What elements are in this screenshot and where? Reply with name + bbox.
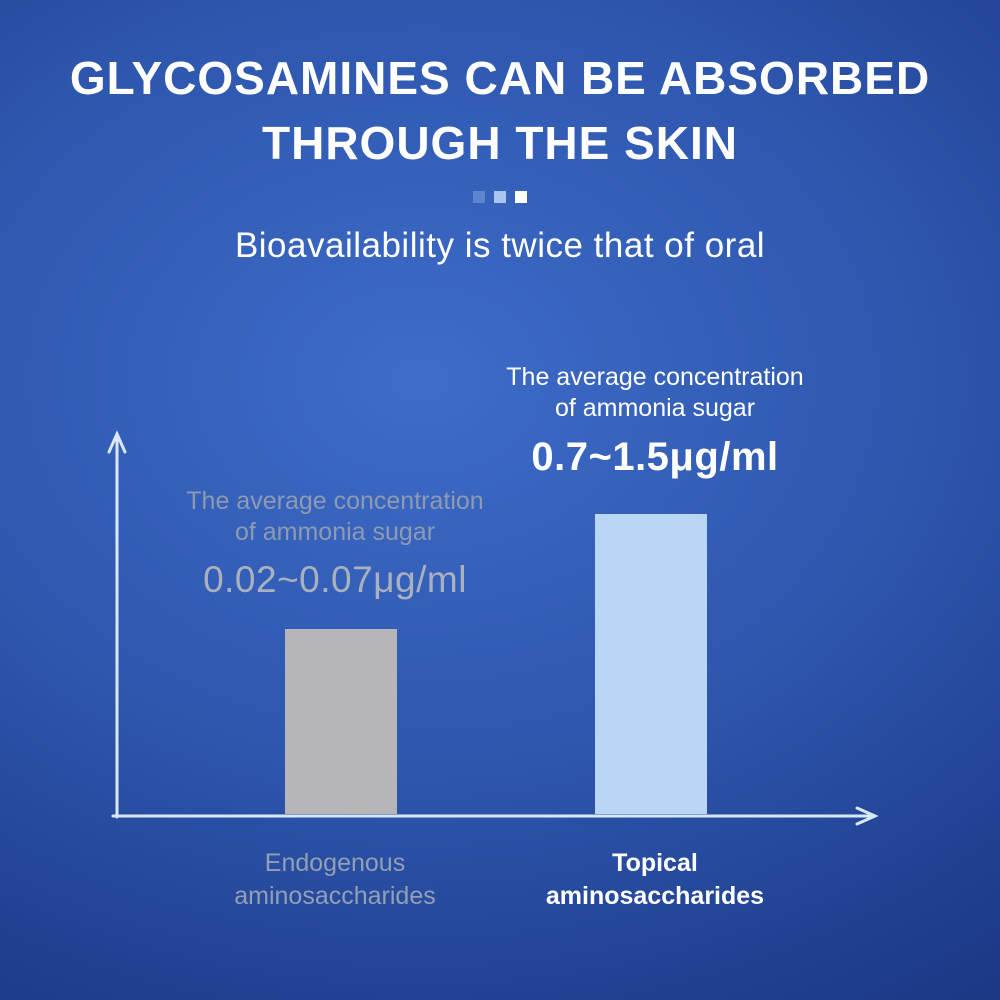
square-icon xyxy=(473,191,485,203)
y-axis-arrow-icon xyxy=(107,430,127,454)
category-label-endogenous: Endogenous aminosaccharides xyxy=(185,847,485,912)
bar-endogenous xyxy=(285,629,397,814)
annotation-topical: The average concentration of ammonia sug… xyxy=(455,362,855,480)
x-axis-arrow-icon xyxy=(855,806,879,826)
subtitle: Bioavailability is twice that of oral xyxy=(234,226,766,265)
decor-squares xyxy=(0,191,1000,203)
category-label-line: Topical xyxy=(612,849,698,877)
category-label-topical: Topical aminosaccharides xyxy=(505,847,805,912)
annotation-value: 0.02~0.07μg/ml xyxy=(203,559,467,600)
category-label-line: aminosaccharides xyxy=(545,881,765,910)
page-title: GLYCOSAMINES CAN BE ABSORBED THROUGH THE… xyxy=(0,46,1000,177)
bar-topical xyxy=(595,514,707,814)
annotation-text: of ammonia sugar xyxy=(234,517,436,546)
square-icon xyxy=(515,191,527,203)
title-line-2: THROUGH THE SKIN xyxy=(262,117,738,170)
annotation-text: The average concentration xyxy=(186,487,484,515)
annotation-endogenous: The average concentration of ammonia sug… xyxy=(135,486,535,601)
annotation-text: of ammonia sugar xyxy=(554,393,756,422)
category-label-line: aminosaccharides xyxy=(234,881,436,910)
annotation-text: The average concentration xyxy=(506,363,804,391)
category-label-line: Endogenous xyxy=(264,849,406,877)
annotation-value: 0.7~1.5μg/ml xyxy=(531,435,779,479)
title-line-1: GLYCOSAMINES CAN BE ABSORBED xyxy=(69,52,931,104)
square-icon xyxy=(494,191,506,203)
